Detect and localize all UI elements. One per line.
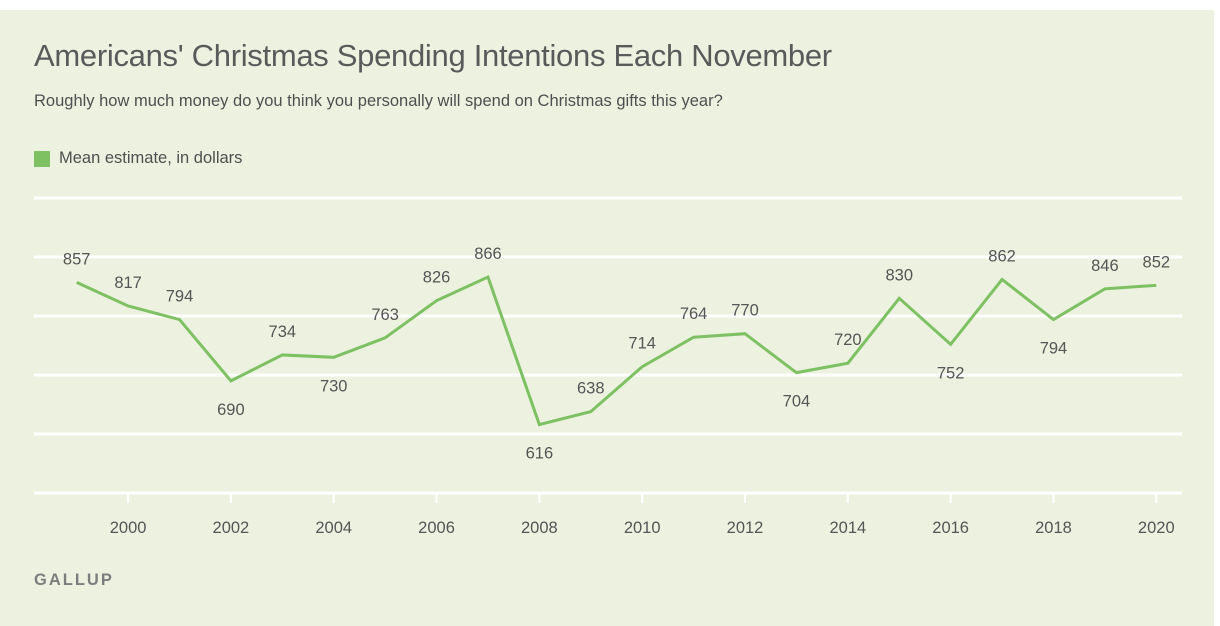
legend-label: Mean estimate, in dollars bbox=[59, 149, 243, 167]
data-label: 826 bbox=[423, 269, 451, 287]
data-label: 764 bbox=[680, 305, 708, 323]
x-tick-label: 2020 bbox=[1138, 519, 1175, 537]
source-logo-text: GALLUP bbox=[34, 571, 114, 589]
data-label: 770 bbox=[731, 302, 759, 320]
data-label: 852 bbox=[1143, 253, 1171, 271]
x-tick-label: 2014 bbox=[829, 519, 866, 537]
x-tick-label: 2018 bbox=[1035, 519, 1072, 537]
data-label: 720 bbox=[834, 331, 862, 349]
data-label: 734 bbox=[269, 323, 297, 341]
data-label: 862 bbox=[988, 247, 1016, 265]
x-tick-label: 2004 bbox=[315, 519, 352, 537]
data-label: 794 bbox=[166, 288, 194, 306]
data-label: 866 bbox=[474, 245, 502, 263]
data-label: 830 bbox=[885, 266, 913, 284]
data-label: 763 bbox=[371, 306, 399, 324]
data-label: 616 bbox=[526, 445, 554, 463]
chart-card: Americans' Christmas Spending Intentions… bbox=[0, 10, 1214, 626]
series-line bbox=[76, 275, 1157, 427]
x-tick-label: 2010 bbox=[624, 519, 661, 537]
data-label: 638 bbox=[577, 380, 605, 398]
data-label: 704 bbox=[783, 393, 811, 411]
data-label: 752 bbox=[937, 364, 965, 382]
data-label: 846 bbox=[1091, 257, 1119, 275]
data-label: 817 bbox=[114, 274, 142, 292]
data-label: 794 bbox=[1040, 340, 1068, 358]
line-chart: 2000 2002 2004 2006 2008 2010 2012 2014 2016 2018… bbox=[34, 196, 1182, 537]
data-label: 714 bbox=[628, 335, 656, 353]
x-tick-label: 2002 bbox=[213, 519, 250, 537]
x-tick-label: 2016 bbox=[932, 519, 969, 537]
data-label: 690 bbox=[217, 401, 245, 419]
legend-swatch bbox=[34, 150, 50, 167]
legend: Mean estimate, in dollars bbox=[34, 149, 242, 168]
chart-title: Americans' Christmas Spending Intentions… bbox=[34, 38, 832, 73]
x-tick-label: 2008 bbox=[521, 519, 558, 537]
x-tick-label: 2012 bbox=[727, 519, 764, 537]
data-label: 857 bbox=[63, 250, 91, 268]
data-label: 730 bbox=[320, 377, 348, 395]
x-tick-label: 2006 bbox=[418, 519, 455, 537]
x-tick-label: 2000 bbox=[110, 519, 147, 537]
chart-subtitle: Roughly how much money do you think you … bbox=[34, 92, 723, 110]
